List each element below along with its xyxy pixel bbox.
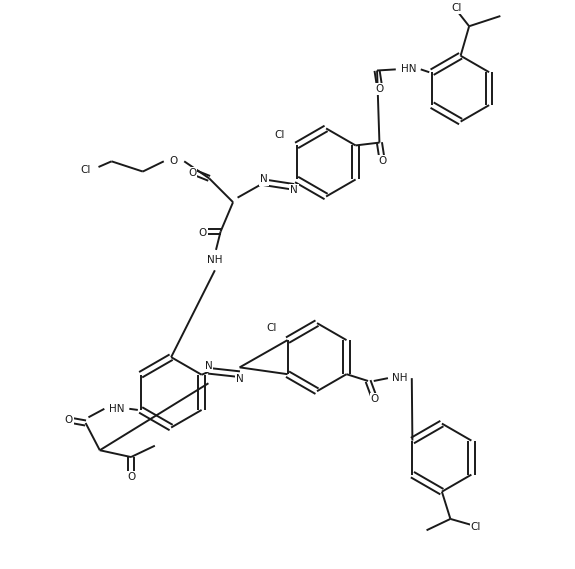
- Text: N: N: [260, 175, 268, 184]
- Text: HN: HN: [109, 404, 125, 414]
- Text: O: O: [64, 415, 72, 425]
- Text: O: O: [198, 228, 206, 238]
- Text: Cl: Cl: [274, 130, 285, 140]
- Text: O: O: [127, 472, 135, 482]
- Text: N: N: [236, 374, 244, 384]
- Text: O: O: [378, 156, 386, 166]
- Text: NH: NH: [392, 373, 407, 383]
- Text: Cl: Cl: [471, 522, 481, 533]
- Text: N: N: [205, 361, 212, 371]
- Text: HN: HN: [401, 64, 416, 75]
- Text: O: O: [170, 156, 178, 166]
- Text: Cl: Cl: [266, 323, 277, 333]
- Text: O: O: [371, 394, 379, 404]
- Text: O: O: [376, 84, 384, 94]
- Text: O: O: [188, 168, 196, 178]
- Text: Cl: Cl: [81, 165, 91, 175]
- Text: NH: NH: [207, 255, 223, 265]
- Text: Cl: Cl: [451, 3, 462, 13]
- Text: N: N: [290, 185, 298, 195]
